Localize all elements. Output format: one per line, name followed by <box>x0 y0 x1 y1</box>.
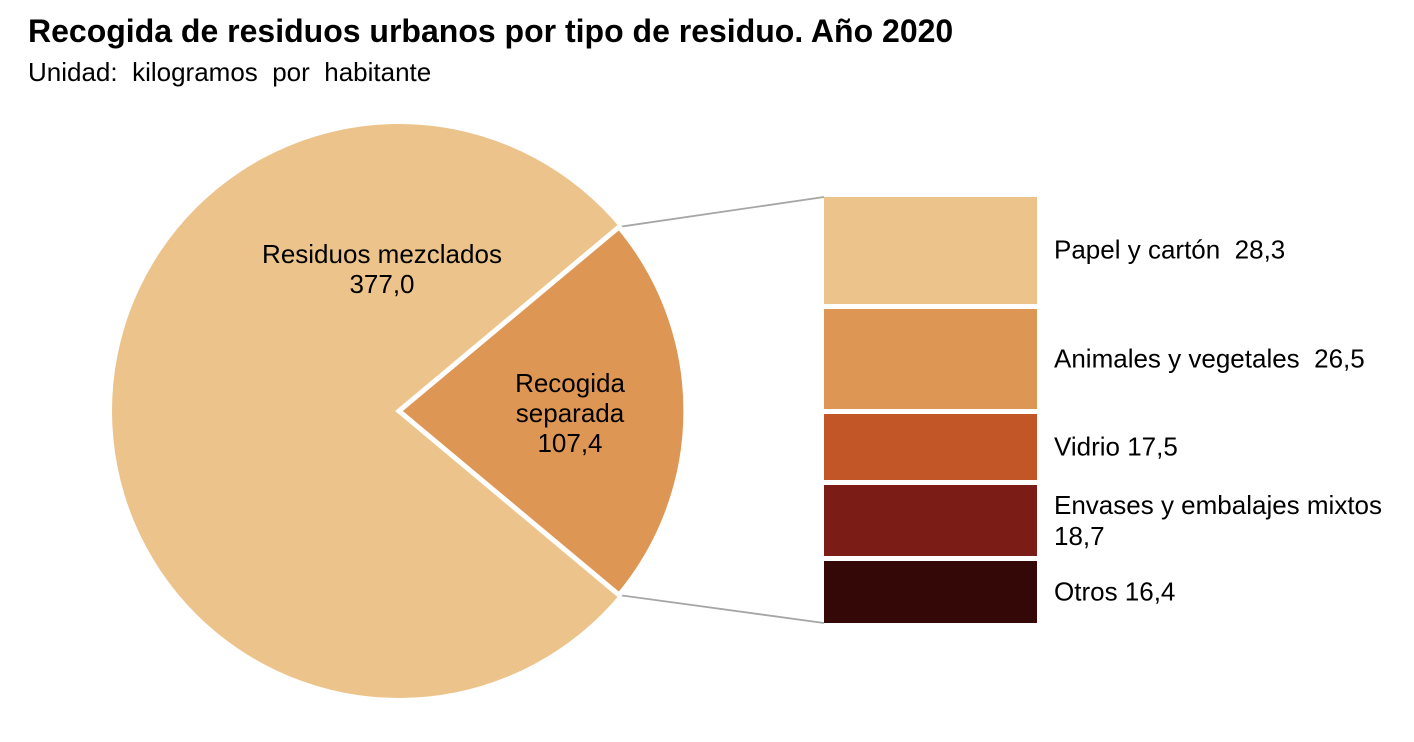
pie-label-recogida-separada-line2: separada <box>516 398 625 428</box>
connector-line-top <box>618 196 825 228</box>
bar-segment-papel-y-carton <box>824 197 1037 304</box>
pie-slice-recogida-separada <box>395 223 689 599</box>
pie-label-residuos-mezclados: Residuos mezclados <box>262 239 502 269</box>
chart-title: Recogida de residuos urbanos por tipo de… <box>28 13 954 49</box>
pie-value-recogida-separada: 107,4 <box>537 428 602 458</box>
bar-segment-otros <box>824 560 1037 623</box>
bar-label-animales-y-vegetales: Animales y vegetales 26,5 <box>1054 343 1365 374</box>
bar-label-papel-y-carton: Papel y cartón 28,3 <box>1054 234 1286 265</box>
pie-value-residuos-mezclados: 377,0 <box>349 269 414 299</box>
bar-segment-vidrio <box>824 414 1037 481</box>
bar-label-vidrio: Vidrio 17,5 <box>1054 431 1178 462</box>
pie-label-recogida-separada-line1: Recogida <box>515 368 625 398</box>
bar-segment-envases-y-embalajes-mixtos <box>824 485 1037 556</box>
bar-label-envases-y-embalajes-mixtos: Envases y embalajes mixtos 18,7 <box>1054 489 1390 551</box>
breakdown-stacked-bar <box>824 197 1037 623</box>
bar-label-otros: Otros 16,4 <box>1054 576 1176 607</box>
chart-subtitle: Unidad: kilogramos por habitante <box>28 57 432 87</box>
bar-segment-animales-y-vegetales <box>824 308 1037 410</box>
connector-line-bottom <box>618 594 825 624</box>
